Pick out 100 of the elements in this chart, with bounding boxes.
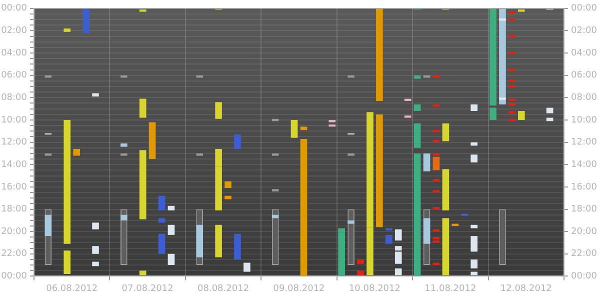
bar	[348, 220, 354, 224]
bar	[490, 8, 496, 106]
bar	[518, 111, 525, 120]
bar	[470, 272, 478, 276]
bar	[234, 134, 241, 149]
x-tick-label: 07.08.2012	[122, 284, 174, 294]
bar	[376, 8, 383, 102]
bar	[224, 196, 232, 200]
y-tick-label: 00:00	[1, 272, 28, 282]
x-tick-label: 10.08.2012	[348, 284, 400, 294]
bar	[82, 8, 90, 33]
y-tick-label: 22:00	[1, 249, 28, 260]
bar	[442, 218, 450, 276]
bar	[92, 262, 99, 266]
x-tick-label: 09.08.2012	[273, 284, 325, 294]
bar	[92, 93, 99, 97]
bar	[215, 102, 222, 119]
bar	[290, 120, 298, 138]
y-tick-label: 06:00	[1, 70, 28, 81]
x-tick-label: 06.08.2012	[46, 284, 98, 294]
bar	[300, 138, 308, 276]
y-tick-label: 18:00	[1, 204, 28, 215]
bar	[300, 126, 308, 130]
bar	[386, 234, 392, 244]
bar	[73, 148, 80, 156]
y2-tick-label: 22:00	[571, 249, 598, 260]
y2-tick-label: 10:00	[571, 115, 598, 126]
y2-tick-label: 04:00	[571, 48, 598, 58]
y-tick-label: 20:00	[1, 226, 28, 237]
bar	[394, 229, 402, 240]
bar	[470, 259, 478, 268]
bar	[158, 196, 166, 210]
bar	[139, 270, 146, 276]
bar	[508, 118, 516, 122]
bar	[357, 270, 364, 276]
bar	[470, 104, 478, 112]
bar	[470, 142, 478, 146]
bar	[508, 52, 516, 54]
bar	[546, 108, 554, 114]
bar	[64, 120, 71, 244]
y-tick-label: 14:00	[1, 160, 28, 170]
bar	[168, 254, 175, 266]
bar	[120, 75, 128, 78]
x-tick-label: 08.08.2012	[198, 284, 250, 294]
bar	[470, 154, 478, 162]
bar	[490, 108, 496, 120]
y2-tick-label: 00:00	[571, 4, 598, 14]
bar	[423, 218, 430, 244]
bar	[348, 153, 354, 156]
bar	[64, 28, 71, 32]
bar	[196, 75, 204, 78]
bar	[376, 114, 383, 228]
y-tick-label: 00:00	[1, 4, 28, 14]
bar	[442, 123, 450, 142]
bar	[120, 153, 128, 156]
bar	[158, 218, 166, 223]
bar	[234, 234, 241, 260]
bar	[120, 214, 128, 220]
bar	[508, 98, 516, 102]
bar	[139, 150, 146, 220]
bar	[357, 259, 364, 264]
bar	[196, 224, 204, 258]
y-tick-label: 02:00	[1, 26, 28, 36]
bar	[470, 236, 478, 252]
y-tick-label: 12:00	[1, 138, 28, 148]
bar	[508, 18, 516, 21]
bar	[499, 8, 506, 104]
bar	[328, 124, 336, 127]
bar	[244, 262, 250, 272]
y-tick-label: 04:00	[1, 48, 28, 58]
bar	[328, 120, 336, 122]
y2-tick-label: 06:00	[571, 70, 598, 81]
bar	[168, 206, 175, 210]
bar	[432, 156, 440, 170]
y-tick-label: 08:00	[1, 93, 28, 104]
y2-tick-label: 16:00	[571, 182, 598, 192]
y2-tick-label: 12:00	[571, 138, 598, 148]
y2-tick-label: 00:00	[571, 272, 598, 282]
bar	[92, 222, 99, 230]
bar	[215, 224, 222, 258]
bar	[92, 246, 99, 254]
bar	[394, 268, 402, 276]
y-tick-label: 10:00	[1, 115, 28, 126]
bar	[348, 75, 354, 78]
y2-tick-label: 02:00	[571, 26, 598, 36]
bar	[224, 181, 232, 188]
x-tick-label: 11.08.2012	[424, 284, 476, 294]
bar	[64, 250, 71, 274]
bar	[442, 169, 450, 210]
y2-tick-label: 20:00	[571, 226, 598, 237]
y-tick-label: 16:00	[1, 182, 28, 192]
bar	[508, 85, 516, 88]
bar	[158, 234, 166, 254]
bar	[139, 98, 146, 118]
bar	[44, 214, 52, 236]
y2-tick-label: 08:00	[571, 93, 598, 104]
bar	[414, 153, 421, 276]
bar	[148, 122, 156, 160]
x-tick-label: 12.08.2012	[500, 284, 552, 294]
y2-tick-label: 14:00	[571, 160, 598, 170]
